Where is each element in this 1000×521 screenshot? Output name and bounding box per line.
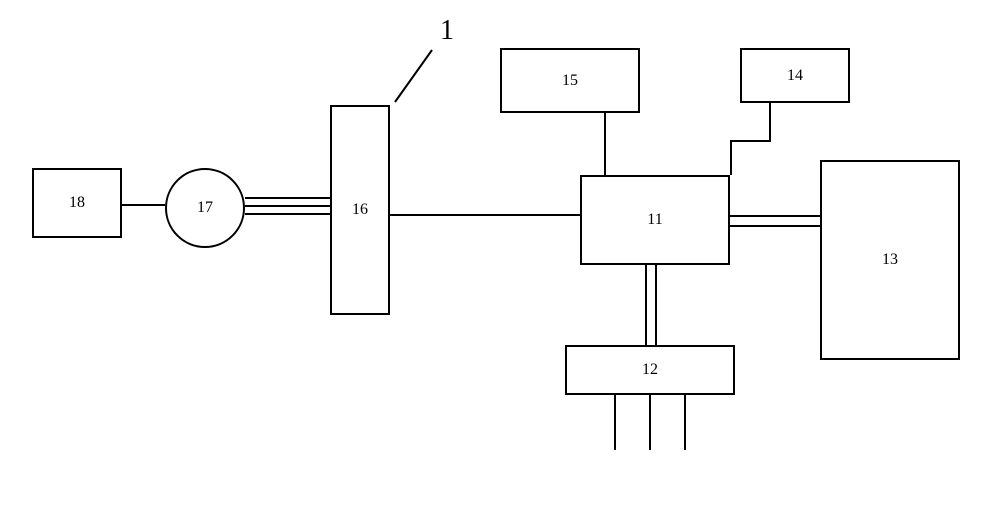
block-13-label: 13 xyxy=(882,251,898,269)
block-12-label: 12 xyxy=(642,361,658,379)
edge-18-17 xyxy=(122,204,165,206)
block-14: 14 xyxy=(740,48,850,103)
block-15-label: 15 xyxy=(562,72,578,90)
edge-14-11-v2 xyxy=(730,140,732,175)
edge-17-16-c xyxy=(245,213,330,215)
block-17: 17 xyxy=(165,168,245,248)
edge-16-11 xyxy=(390,214,580,216)
edge-12-out-c xyxy=(684,395,686,450)
block-14-label: 14 xyxy=(787,67,803,85)
edge-17-16-b xyxy=(245,205,330,207)
edge-11-12-a xyxy=(645,265,647,345)
block-13: 13 xyxy=(820,160,960,360)
edge-15-11 xyxy=(604,113,606,175)
edge-11-12-b xyxy=(655,265,657,345)
block-18-label: 18 xyxy=(69,194,85,212)
block-17-label: 17 xyxy=(197,199,213,217)
edge-17-16-a xyxy=(245,197,330,199)
block-11-label: 11 xyxy=(647,211,662,229)
block-16: 16 xyxy=(330,105,390,315)
block-15: 15 xyxy=(500,48,640,113)
block-18: 18 xyxy=(32,168,122,238)
edge-11-13-a xyxy=(730,215,820,217)
edge-14-11-h xyxy=(730,140,771,142)
block-11: 11 xyxy=(580,175,730,265)
block-12: 12 xyxy=(565,345,735,395)
edge-11-13-b xyxy=(730,225,820,227)
edge-12-out-a xyxy=(614,395,616,450)
edge-14-11-v xyxy=(769,103,771,142)
annotation-1: 1 xyxy=(440,15,454,47)
block-16-label: 16 xyxy=(352,201,368,219)
edge-12-out-b xyxy=(649,395,651,450)
